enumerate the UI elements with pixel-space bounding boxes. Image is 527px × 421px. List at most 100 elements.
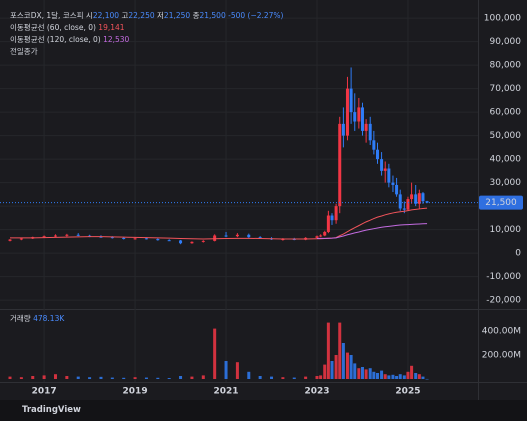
candle-body [417,193,421,204]
ma-value: 19,141 [98,23,125,32]
candle-body [353,112,357,122]
candle-body [395,184,399,195]
volume-bar [156,377,160,379]
volume-bar [315,376,319,379]
volume-bar [402,375,406,379]
volume-bar [88,377,92,379]
volume-bar [53,374,57,379]
y-tick-label: -10,000 [486,272,521,282]
y-tick-label: 80,000 [490,61,522,71]
volume-bar [360,367,364,379]
candle-body [190,241,194,244]
ma-value: 12,530 [103,35,130,44]
y-tick-label: 40,000 [490,155,522,165]
candle-body [406,199,410,210]
open-label: 시 [85,11,93,20]
candle-body [167,240,171,242]
volume-bar [334,355,338,379]
y-tick-label: 60,000 [490,108,522,118]
candle-body [315,236,319,238]
candle-body [258,237,262,239]
volume-bar [417,374,421,379]
candle-body [360,107,364,131]
volume-bar [247,371,251,379]
volume-bar [323,364,327,379]
symbol-title: 포스코DX, 1달, 코스피 [10,11,84,20]
volume-bar [425,378,429,380]
volume-bar [398,374,402,379]
candle-body [398,194,402,209]
volume-tick-label: 400.00M [482,327,521,337]
price-tag [479,195,523,210]
volume-bar [364,369,368,379]
volume-bar [179,376,183,379]
volume-bar [319,375,323,379]
close-value: 21,500 [199,11,226,20]
volume-bar [330,361,334,379]
chart: 100,000 90,000 80,000 70,000 60,000 50,000 40,… [0,0,527,400]
candle-body [410,194,414,200]
candle-body [402,208,406,210]
candle-body [368,123,372,141]
legend-row: 이동평균선 (120, close, 0) 12,530 [10,34,283,46]
y-tick-label: -20,000 [486,296,521,306]
candle-body [425,201,429,203]
x-tick-label: 2025 [395,387,420,397]
volume-bar [42,375,46,379]
volume-bar [326,322,330,379]
low-value: 21,250 [163,11,191,20]
volume-bar [167,378,171,379]
volume-bar [383,374,387,379]
volume-bar [357,368,361,379]
y-tick-label: 70,000 [490,84,522,94]
volume-bar [8,376,12,379]
volume-bar [224,361,228,379]
volume-bar [421,376,425,379]
candle-body [421,193,425,202]
candle-body [65,234,69,236]
volume-bar [201,375,205,379]
y-tick-label: 0 [515,249,521,259]
x-tick-label: 2017 [32,387,57,397]
volume-bar [375,373,379,379]
legend-row: 이동평균선 (60, close, 0) 19,141 [10,22,283,34]
x-tick-label: 2019 [123,387,148,397]
candle-body [292,239,296,241]
y-tick-label: 90,000 [490,37,522,47]
legend: 포스코DX, 1달, 코스피 시22,100 고22,250 저21,250 종… [10,10,283,58]
volume-bar [345,352,349,379]
volume-bar [190,376,194,379]
candle-body [213,235,217,241]
open-value: 22,100 [92,11,120,20]
candle-body [330,215,334,221]
volume-bar [368,368,372,379]
volume-bar [19,377,23,379]
high-label: 고 [121,11,129,20]
candle-body [53,235,57,237]
ma-name: 이동평균선 (60, close, 0) [10,23,96,32]
volume-bar [122,377,126,379]
candle-body [323,231,327,236]
candle-body [144,238,148,240]
y-tick-label: 10,000 [490,225,522,235]
prev-close-label: 전일종가 [10,47,38,56]
candle-body [341,123,345,136]
volume-bar [292,377,296,379]
volume-bar [258,376,262,379]
candle-body [387,168,391,183]
candle-body [380,159,384,171]
candle-body [8,239,12,241]
volume-bar [414,373,418,379]
legend-row: 포스코DX, 1달, 코스피 시22,100 고22,250 저21,250 종… [10,10,283,22]
candle-body [110,237,114,239]
candle-body [349,88,353,113]
candle-body [326,215,330,232]
candle-body [76,234,80,236]
x-tick-label: 2021 [214,387,239,397]
volume-bar [372,371,376,379]
candle-body [19,238,23,240]
volume-bar [353,363,357,379]
candle-body [247,234,251,238]
volume-bar [338,322,342,379]
volume-bar [235,362,239,379]
